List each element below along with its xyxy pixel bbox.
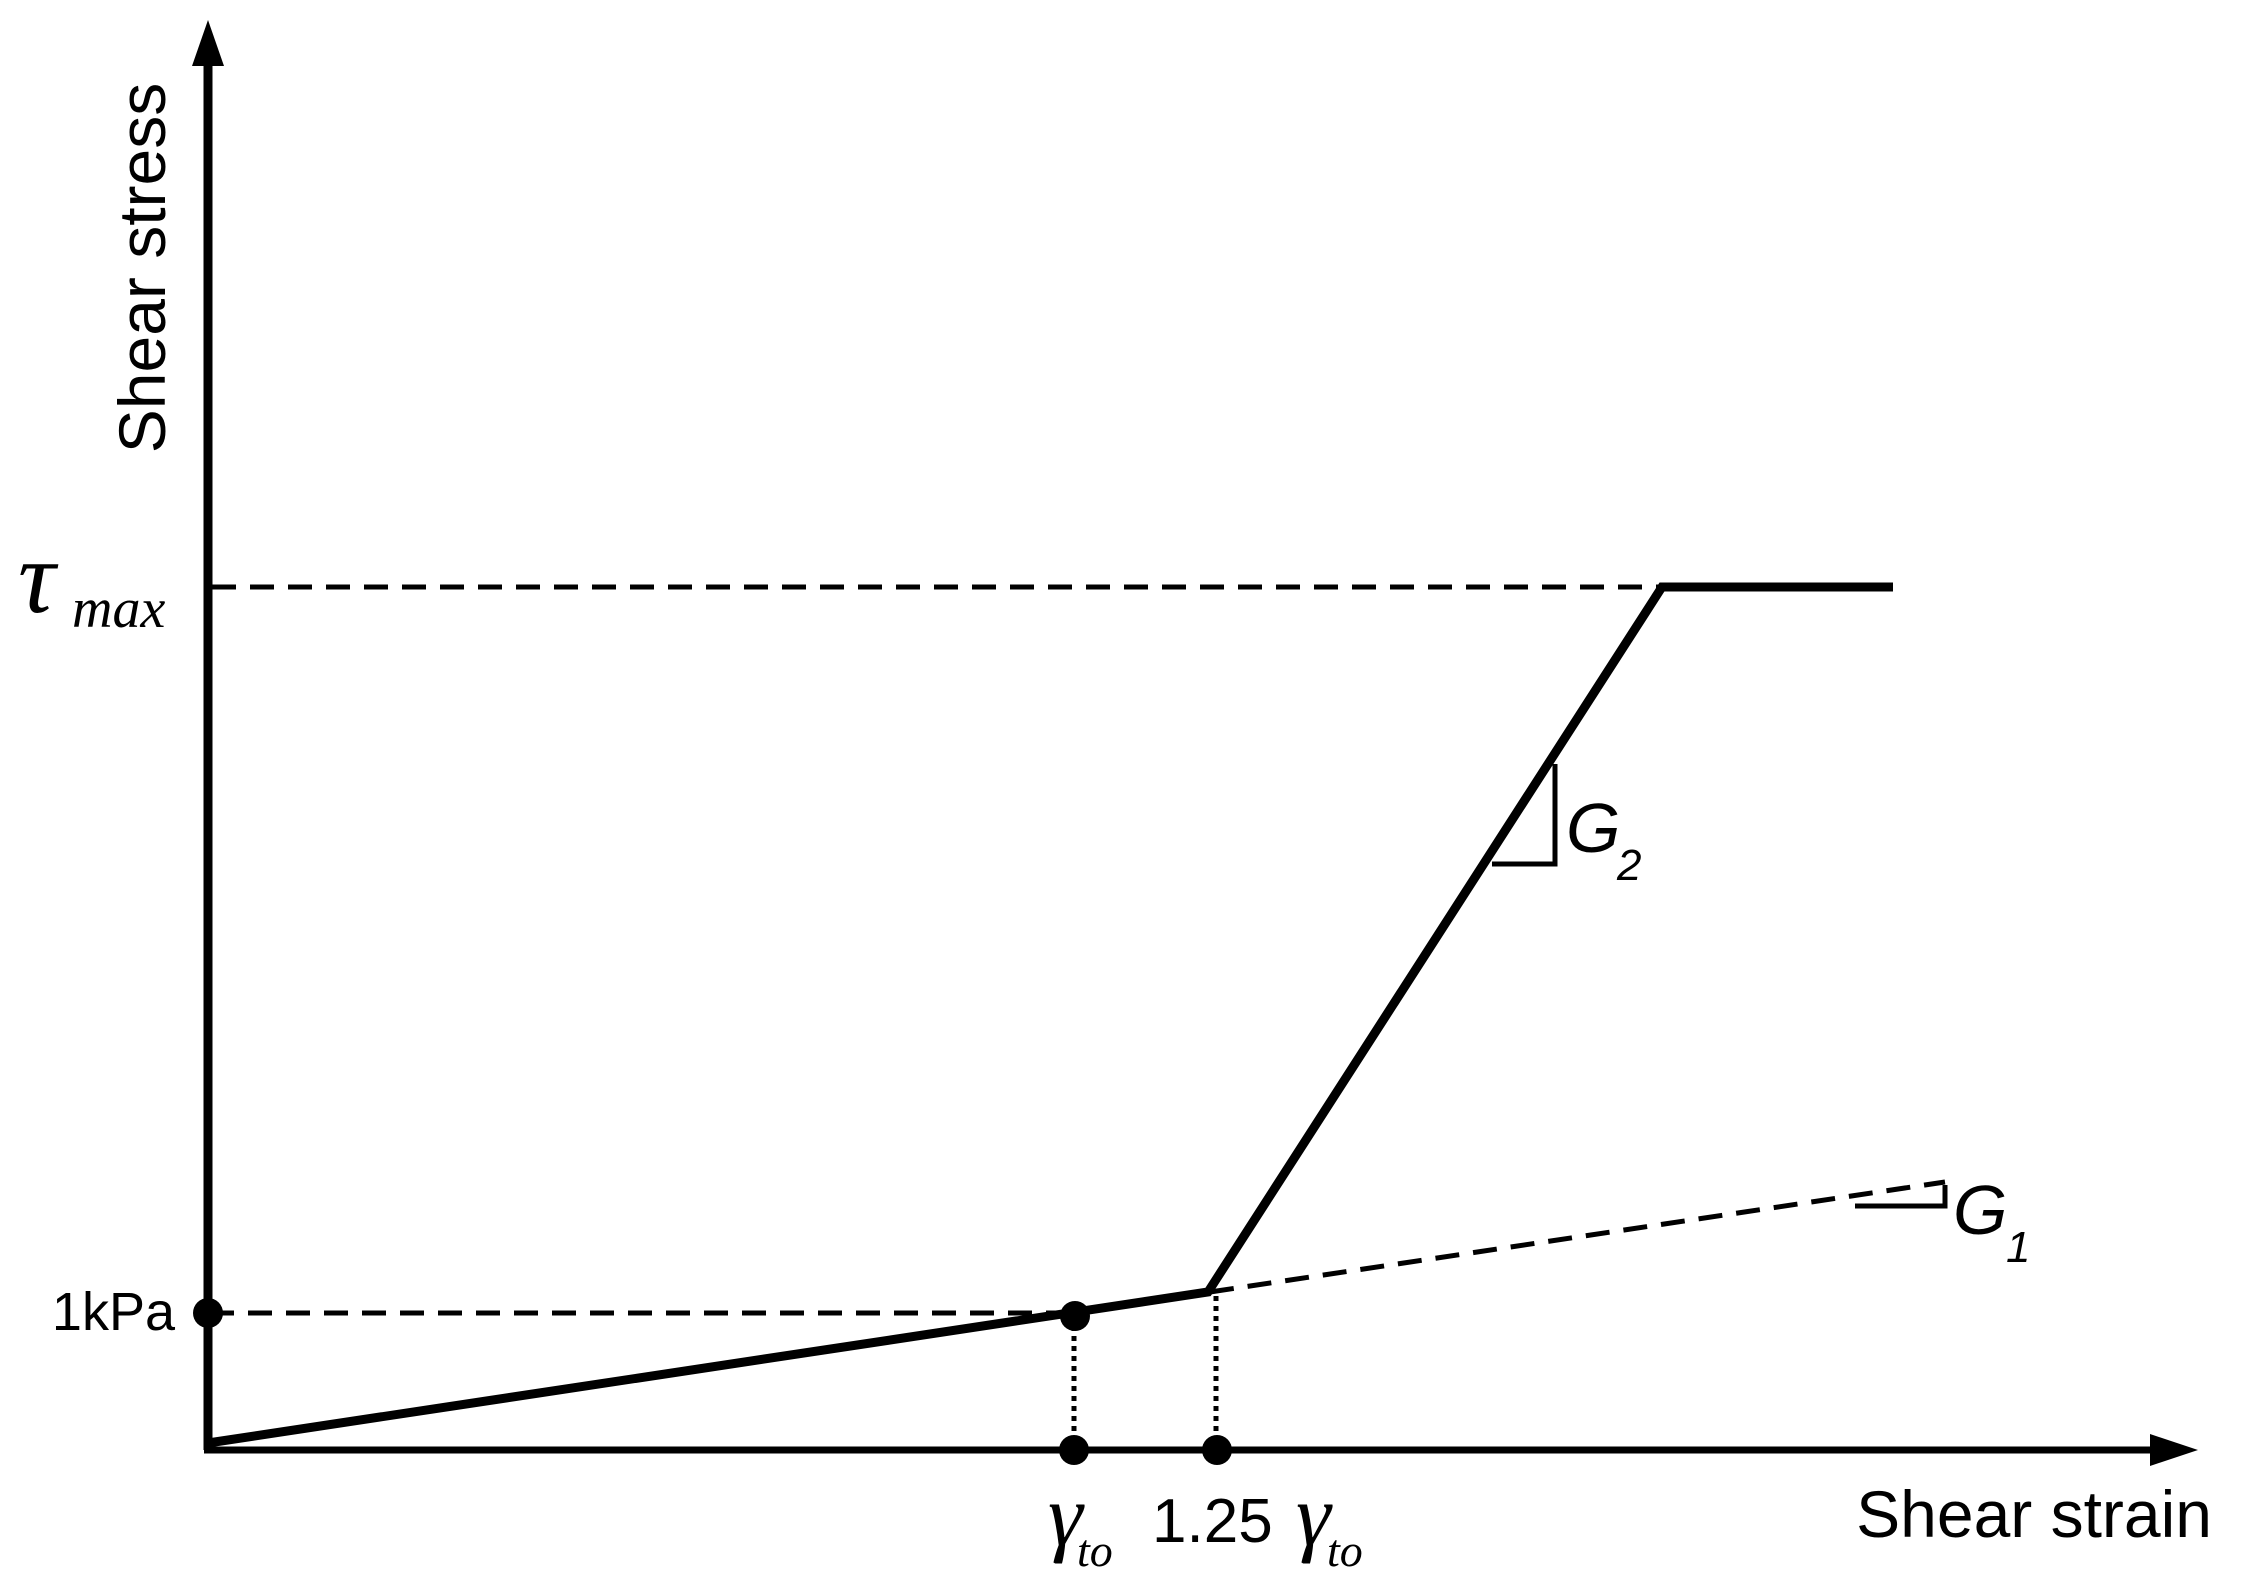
gamma-125-coefficient: 1.25 (1152, 1487, 1273, 1556)
gamma-125-symbol: γ (1296, 1468, 1333, 1565)
gamma-to-symbol: γ (1048, 1468, 1085, 1565)
gamma-to-curve-dot (1060, 1301, 1090, 1331)
gamma-to-axis-dot (1059, 1435, 1089, 1465)
gamma-125-axis-dot (1202, 1435, 1232, 1465)
y-axis-label: Shear stress (105, 83, 179, 453)
y-axis-arrowhead (192, 20, 224, 66)
g2-label-index: 2 (1616, 841, 1641, 890)
gamma-to-subscript: to (1077, 1525, 1113, 1576)
g1-extension-line (1209, 1179, 1946, 1295)
g2-label-letter: G (1566, 789, 1620, 867)
stress-strain-curve (207, 582, 1893, 1448)
g1-label-index: 1 (2006, 1223, 2030, 1272)
tau-max-symbol: τ (18, 520, 59, 635)
one-kpa-label: 1kPa (52, 1282, 176, 1342)
tau-max-subscript: max (72, 578, 165, 640)
g1-label-letter: G (1953, 1171, 2007, 1249)
g2-slope-triangle (1492, 764, 1558, 867)
x-axis-arrowhead (2150, 1434, 2198, 1466)
gamma-125-subscript: to (1327, 1525, 1363, 1576)
g1-slope-triangle (1855, 1185, 1948, 1209)
x-axis-label: Shear strain (1856, 1477, 2212, 1551)
one-kpa-dot (193, 1298, 223, 1328)
